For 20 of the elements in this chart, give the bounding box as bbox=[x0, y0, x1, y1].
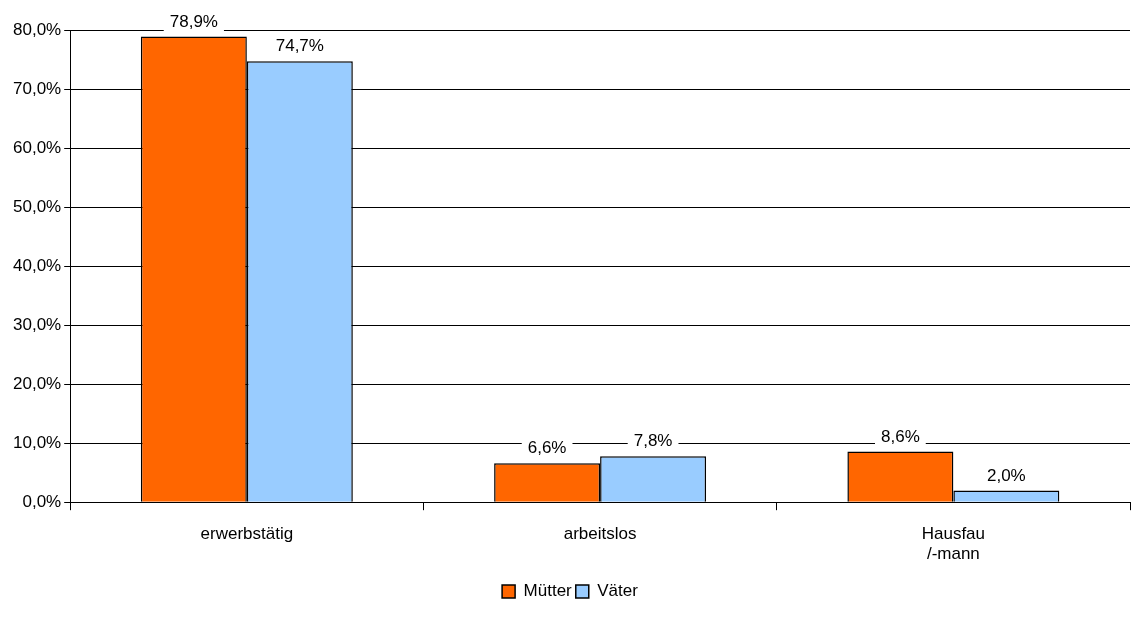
data-label: 78,9% bbox=[169, 11, 218, 31]
x-tick-label: arbeitslos bbox=[563, 524, 637, 544]
y-tick-label: 60,0% bbox=[13, 137, 62, 157]
x-tick-label: erwerbstätig bbox=[200, 524, 294, 544]
data-label: 7,8% bbox=[633, 431, 673, 451]
data-label: 6,6% bbox=[527, 438, 567, 458]
data-label: 74,7% bbox=[275, 36, 324, 56]
y-tick-label: 70,0% bbox=[13, 78, 62, 98]
y-tick-label: 40,0% bbox=[13, 255, 62, 275]
y-tick-label: 30,0% bbox=[13, 314, 62, 334]
y-tick-label: 10,0% bbox=[13, 432, 62, 452]
y-tick-label: 0,0% bbox=[22, 491, 62, 511]
data-label: 2,0% bbox=[986, 465, 1026, 485]
y-tick-label: 20,0% bbox=[13, 373, 62, 393]
x-tick-label: Hausfau /-mann bbox=[921, 524, 986, 564]
legend-label: Väter bbox=[597, 581, 639, 601]
data-label: 8,6% bbox=[881, 426, 920, 446]
legend-label: Mütter bbox=[523, 581, 573, 601]
y-tick-label: 50,0% bbox=[13, 196, 62, 216]
y-tick-label: 80,0% bbox=[13, 19, 62, 39]
